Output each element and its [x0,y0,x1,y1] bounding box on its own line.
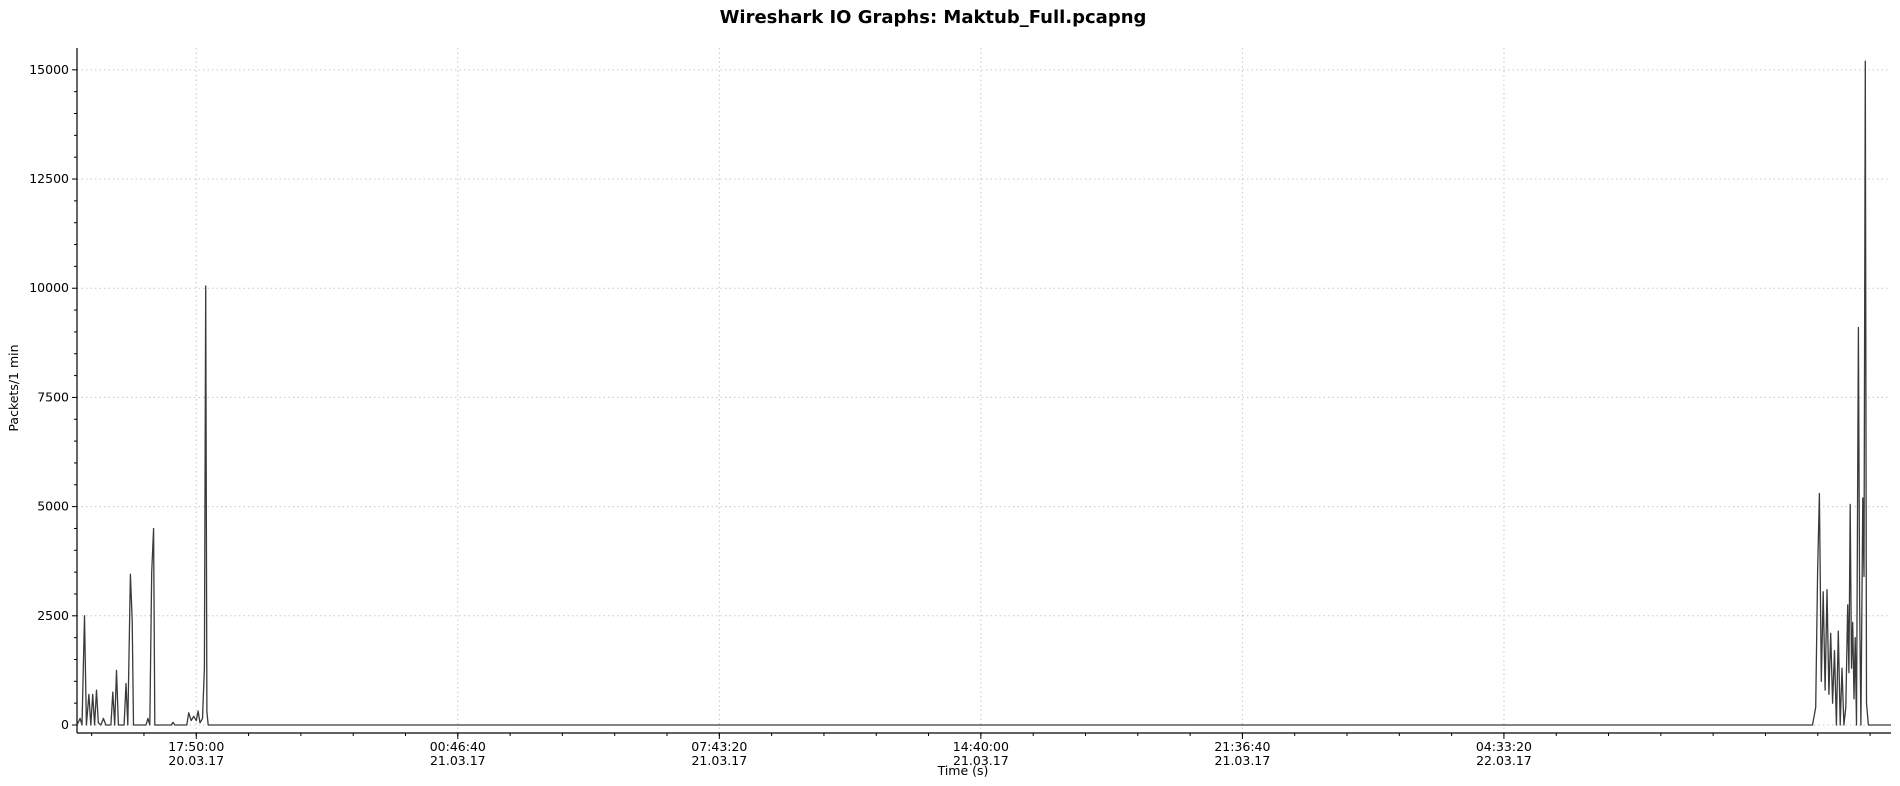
x-tick-date: 22.03.17 [1476,753,1532,768]
y-tick-label: 15000 [29,62,69,77]
y-tick-label: 2500 [37,608,69,623]
series-line [76,60,1891,726]
x-tick-label: 14:40:00 [953,739,1009,754]
chart-title: Wireshark IO Graphs: Maktub_Full.pcapng [720,7,1147,28]
x-tick-label: 17:50:00 [168,739,224,754]
x-tick-date: 21.03.17 [691,753,747,768]
y-tick-label: 5000 [37,499,69,514]
x-tick-label: 21:36:40 [1214,739,1270,754]
x-tick-date: 20.03.17 [168,753,224,768]
x-tick-label: 00:46:40 [430,739,486,754]
x-tick-date: 21.03.17 [1215,753,1271,768]
y-tick-label: 10000 [29,280,69,295]
y-axis-ticks: 0 2500 5000 7500 10000 12500 15000 [29,62,77,732]
x-axis-ticks: 17:50:0020.03.1700:46:4021.03.1707:43:20… [91,733,1871,768]
y-tick-label: 0 [61,717,69,732]
y-axis-label: Packets/1 min [6,344,21,431]
x-tick-date: 21.03.17 [953,753,1009,768]
axes [76,48,1891,734]
x-axis-label: Time (s) [937,763,989,778]
x-tick-label: 07:43:20 [691,739,747,754]
grid [77,48,1891,733]
y-tick-label: 7500 [37,389,69,404]
x-tick-date: 21.03.17 [430,753,486,768]
y-tick-label: 12500 [29,171,69,186]
x-tick-label: 04:33:20 [1476,739,1532,754]
